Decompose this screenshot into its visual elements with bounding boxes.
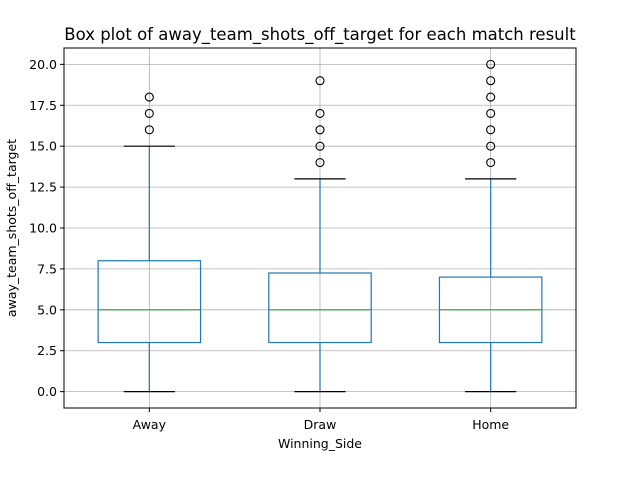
x-tick-label: Draw bbox=[304, 417, 337, 432]
outlier-point bbox=[486, 76, 496, 86]
y-tick-label: 10.0 bbox=[29, 221, 57, 236]
y-tick-label: 5.0 bbox=[37, 302, 57, 317]
outlier-point bbox=[315, 157, 325, 168]
box-group-away bbox=[97, 92, 202, 393]
iqr-box bbox=[268, 272, 372, 344]
boxes-layer bbox=[97, 59, 543, 393]
box-group-home bbox=[438, 59, 543, 393]
x-tick-label: Away bbox=[133, 417, 167, 432]
y-tick-label: 15.0 bbox=[29, 139, 57, 154]
outlier-point bbox=[144, 125, 154, 135]
outlier-point bbox=[315, 125, 325, 135]
y-tick-label: 20.0 bbox=[29, 57, 57, 72]
outlier-point bbox=[486, 141, 496, 151]
outlier-point bbox=[486, 125, 496, 135]
iqr-box bbox=[97, 260, 202, 344]
y-tick-label: 17.5 bbox=[29, 98, 57, 113]
outlier-point bbox=[144, 92, 154, 102]
x-axis-label: Winning_Side bbox=[278, 436, 362, 451]
chart-title: Box plot of away_team_shots_off_target f… bbox=[64, 25, 576, 45]
box-group-draw bbox=[268, 76, 372, 393]
x-tick-label: Home bbox=[472, 417, 509, 432]
outlier-point bbox=[315, 76, 325, 86]
y-tick-label: 0.0 bbox=[37, 384, 57, 399]
y-tick-label: 12.5 bbox=[29, 180, 57, 195]
y-tick-label: 7.5 bbox=[37, 261, 57, 276]
outlier-point bbox=[486, 59, 496, 69]
outlier-point bbox=[486, 92, 496, 102]
outlier-point bbox=[315, 108, 325, 119]
y-axis-label: away_team_shots_off_target bbox=[4, 139, 19, 317]
y-tick-label: 2.5 bbox=[37, 343, 57, 358]
outlier-point bbox=[486, 157, 496, 168]
outlier-point bbox=[315, 141, 325, 151]
outlier-point bbox=[486, 108, 496, 119]
ticks-layer: 0.0 2.5 5.0 7.5 10.0 12.5 15.0 17.5 20.0 Away Draw… bbox=[29, 57, 509, 432]
outlier-point bbox=[144, 108, 154, 119]
